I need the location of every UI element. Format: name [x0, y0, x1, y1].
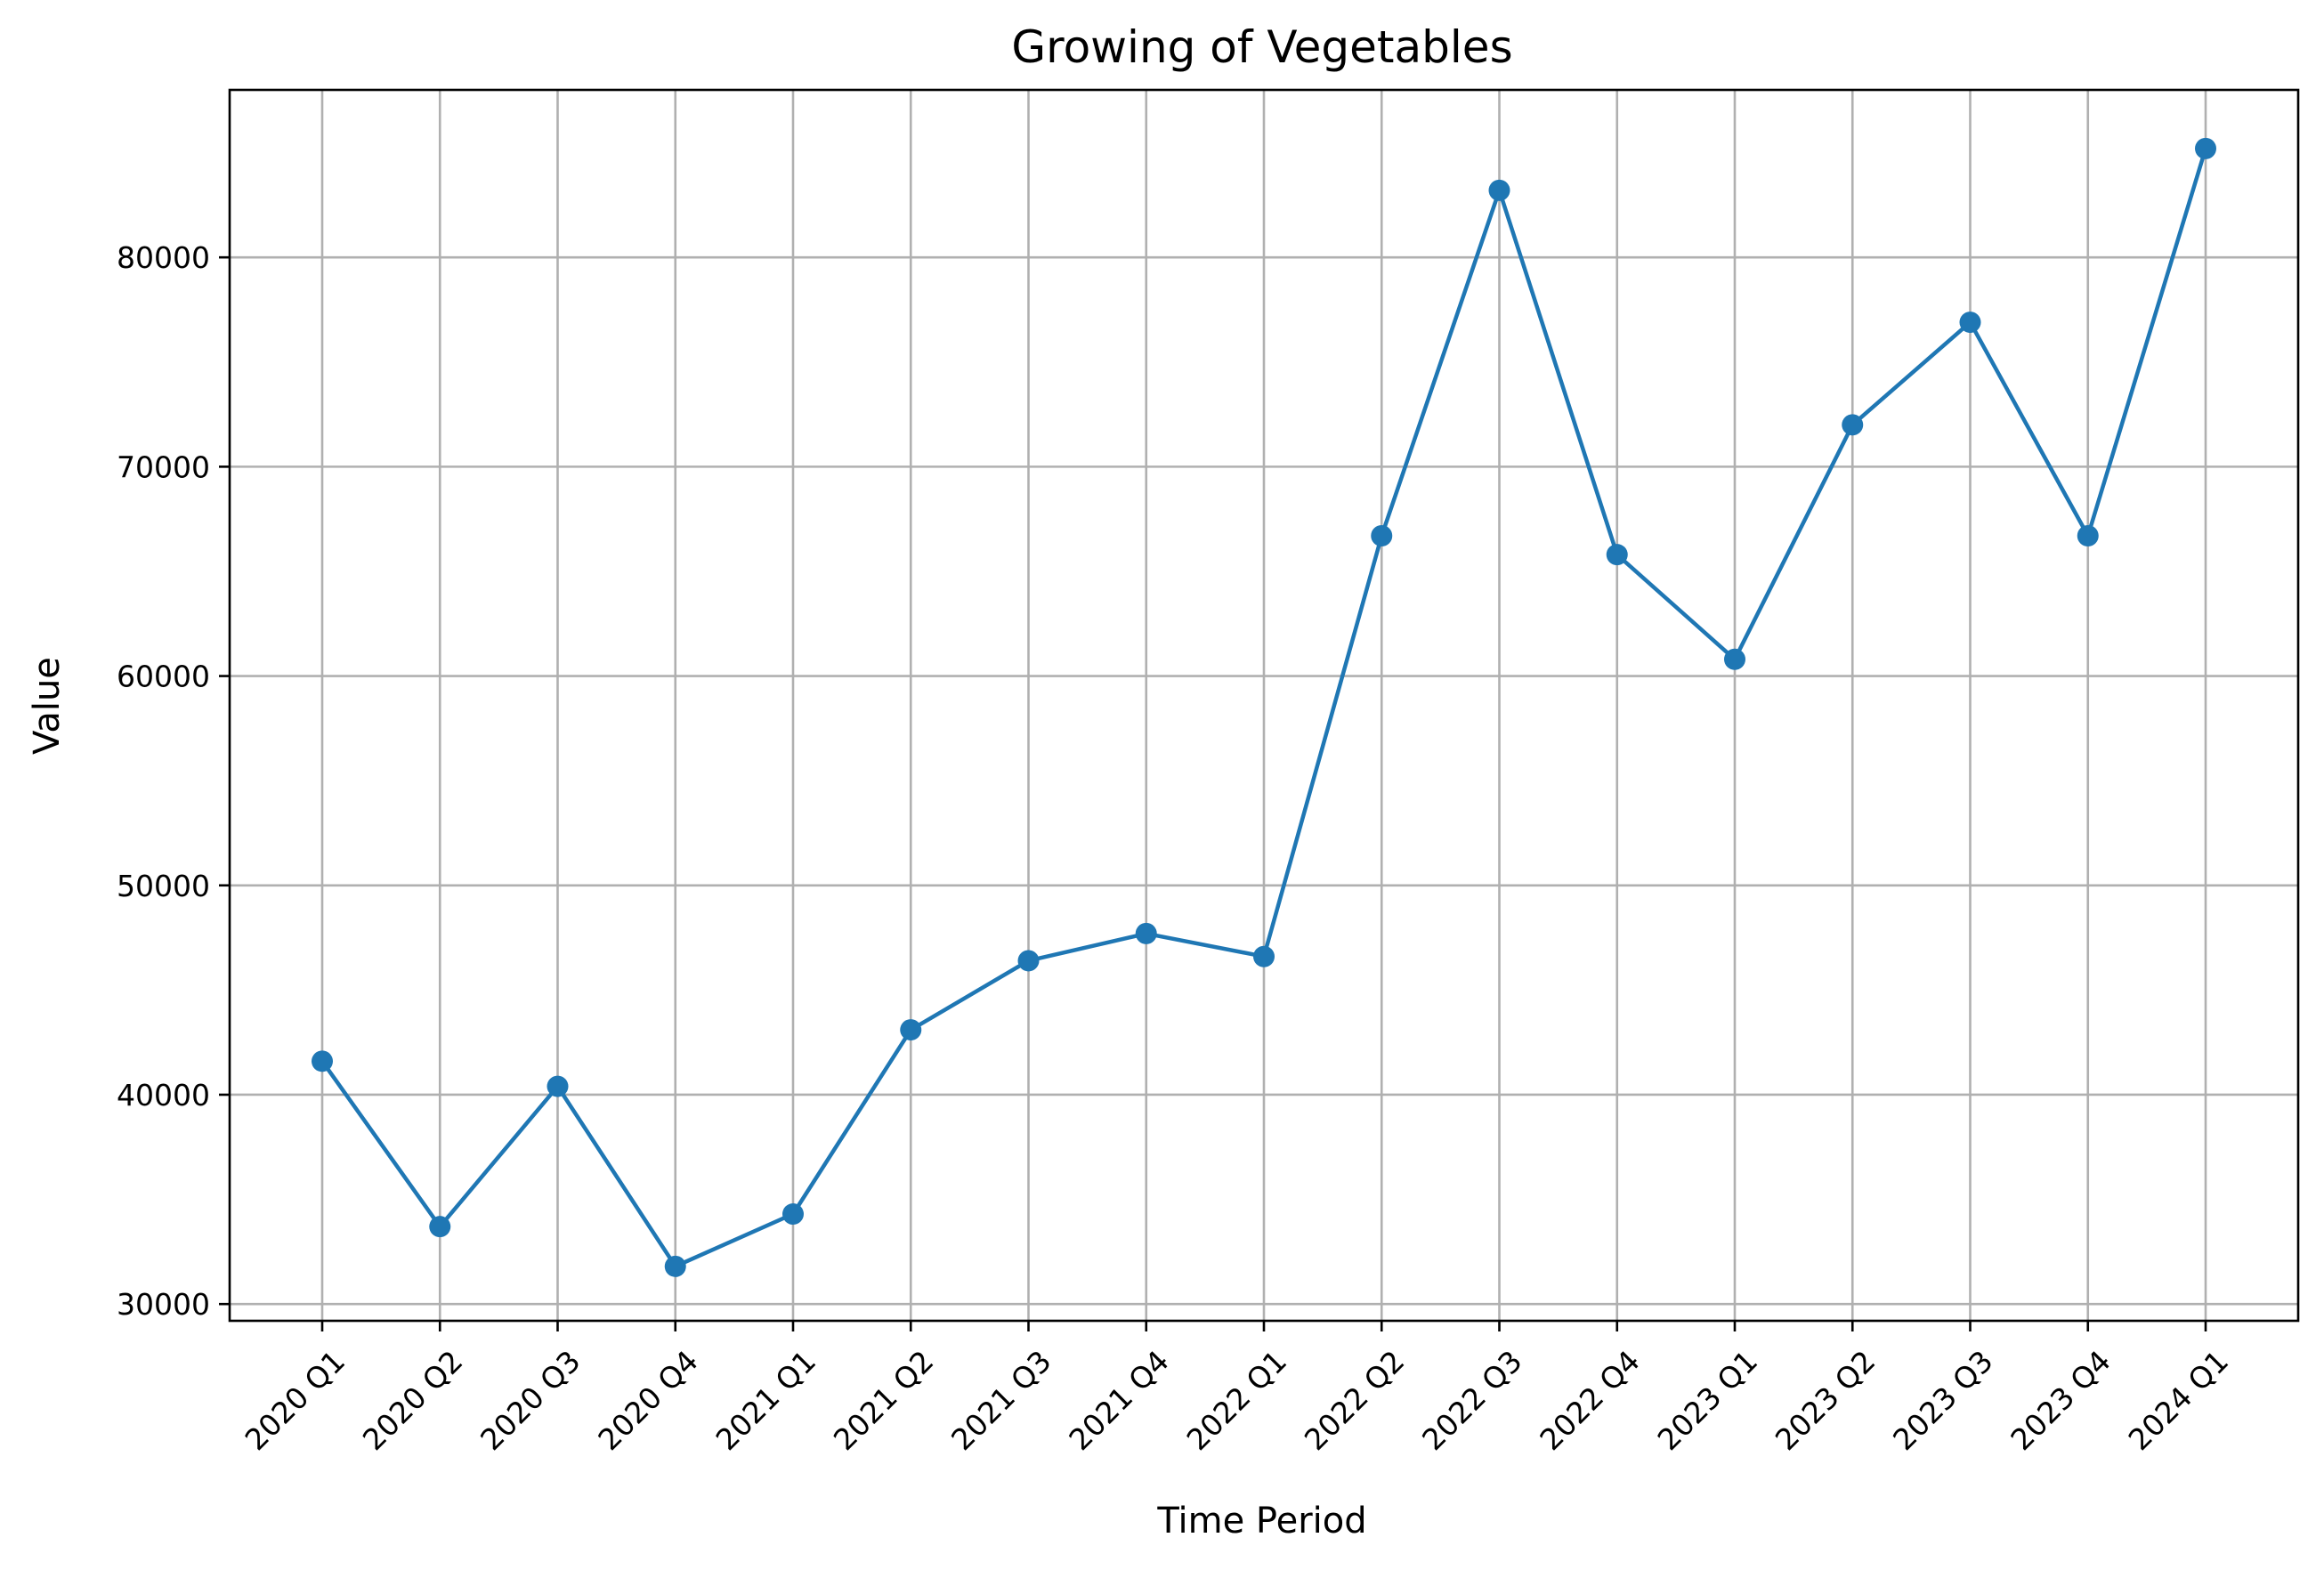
data-point	[2195, 137, 2216, 159]
y-axis-label: Value	[27, 657, 68, 755]
y-tick-label: 50000	[117, 869, 210, 903]
data-point	[1135, 922, 1157, 944]
data-point	[1842, 414, 1864, 436]
data-point	[429, 1216, 451, 1238]
data-point	[1253, 945, 1275, 967]
y-tick-label: 70000	[117, 449, 210, 484]
y-tick-label: 30000	[117, 1287, 210, 1322]
data-point	[1488, 179, 1510, 201]
y-tick-label: 40000	[117, 1078, 210, 1113]
x-axis-label: Time Period	[1156, 1501, 1366, 1542]
data-point	[1959, 312, 1981, 334]
data-point	[547, 1075, 569, 1097]
grid	[230, 90, 2298, 1321]
data-point	[1017, 950, 1040, 972]
chart-title: Growing of Vegetables	[1011, 21, 1512, 73]
data-point	[312, 1050, 333, 1072]
y-axis: 30000 40000 50000 60000 70000 80000	[117, 240, 230, 1322]
data-point	[664, 1255, 686, 1277]
y-tick-label: 80000	[117, 240, 210, 275]
data-point	[1606, 544, 1628, 566]
data-point	[782, 1203, 804, 1226]
y-tick-label: 60000	[117, 660, 210, 694]
data-point	[2077, 524, 2099, 546]
data-point	[1371, 524, 1393, 546]
series-blue	[312, 137, 2216, 1277]
data-point	[900, 1019, 922, 1041]
data-point	[1724, 648, 1745, 670]
